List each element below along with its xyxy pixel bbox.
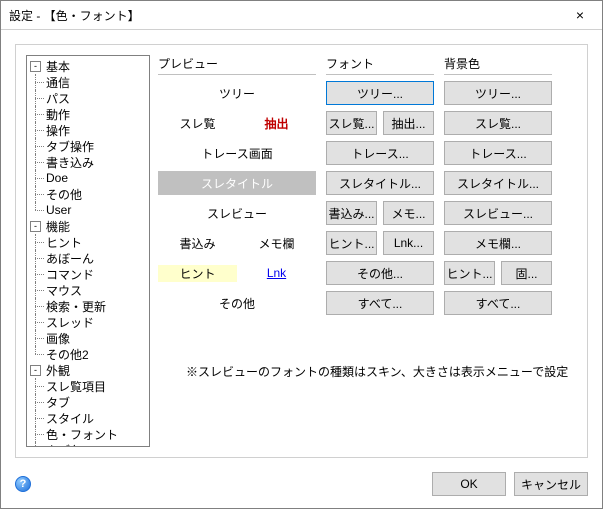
titlebar: 設定 - 【色・フォント】 ×: [1, 1, 602, 30]
preview-row: その他: [158, 291, 316, 315]
tree-expand-icon[interactable]: -: [30, 221, 41, 232]
tree-leaf[interactable]: スレ覧項目: [44, 378, 108, 395]
preview-section: プレビュー ツリースレ覧抽出トレース画面スレタイトルスレビュー書込みメモ欄ヒント…: [158, 55, 316, 447]
bg-list-button[interactable]: ヒント...: [444, 261, 495, 285]
right-pane: プレビュー ツリースレ覧抽出トレース画面スレタイトルスレビュー書込みメモ欄ヒント…: [158, 55, 577, 447]
close-icon: ×: [576, 7, 584, 23]
content-group: -基本通信パス動作操作タブ操作書き込みDoeその他User-機能ヒントあぼーんコ…: [15, 44, 588, 458]
tree-leaf[interactable]: 通信: [44, 74, 72, 91]
preview-row: ヒントLnk: [158, 261, 316, 285]
tree-leaf[interactable]: ヒント: [44, 234, 84, 251]
bg-list-button[interactable]: メモ欄...: [444, 231, 552, 255]
preview-label: スレビュー: [158, 205, 316, 222]
preview-label: 抽出: [237, 115, 316, 132]
tree-leaf[interactable]: パス: [44, 90, 72, 107]
tree-leaf[interactable]: 操作: [44, 122, 72, 139]
footnote: ※スレビューのフォントの種類はスキン、大きさは表示メニューで設定: [186, 363, 568, 380]
bg-list-button[interactable]: スレタイトル...: [444, 171, 552, 195]
preview-row: ツリー: [158, 81, 316, 105]
preview-label: スレタイトル: [158, 175, 316, 192]
preview-row: スレタイトル: [158, 171, 316, 195]
font-list-button[interactable]: 抽出...: [383, 111, 434, 135]
preview-label: メモ欄: [237, 235, 316, 252]
font-list-button[interactable]: その他...: [326, 261, 434, 285]
bgcolor-heading: 背景色: [444, 55, 552, 75]
bg-list-button[interactable]: すべて...: [444, 291, 552, 315]
font-list-button[interactable]: ツリー...: [326, 81, 434, 105]
tree-leaf[interactable]: マウス: [44, 282, 84, 299]
tree-leaf[interactable]: スタイル: [44, 410, 96, 427]
preview-label[interactable]: Lnk: [237, 266, 316, 280]
ok-button[interactable]: OK: [432, 472, 506, 496]
window-body: -基本通信パス動作操作タブ操作書き込みDoeその他User-機能ヒントあぼーんコ…: [1, 30, 602, 508]
tree-leaf[interactable]: その他: [44, 186, 84, 203]
font-list-button[interactable]: すべて...: [326, 291, 434, 315]
font-list-button[interactable]: 書込み...: [326, 201, 377, 225]
tree-leaf[interactable]: 検索・更新: [44, 298, 108, 315]
bg-list-button[interactable]: ツリー...: [444, 81, 552, 105]
close-button[interactable]: ×: [558, 1, 602, 30]
preview-row: トレース画面: [158, 141, 316, 165]
tree-expand-icon[interactable]: -: [30, 61, 41, 72]
preview-row: スレ覧抽出: [158, 111, 316, 135]
preview-label: スレ覧: [158, 115, 237, 132]
tree-leaf[interactable]: あぼーん: [44, 250, 96, 267]
preview-label: その他: [158, 295, 316, 312]
settings-window: 設定 - 【色・フォント】 × -基本通信パス動作操作タブ操作書き込みDoeその…: [0, 0, 603, 509]
font-section: フォント ツリー... スレ覧...抽出... トレース... スレタイトル... 書込…: [326, 55, 434, 447]
bg-list-button[interactable]: スレビュー...: [444, 201, 552, 225]
preview-label: トレース画面: [158, 145, 316, 162]
tree-node[interactable]: 外観: [44, 362, 72, 379]
preview-label: ツリー: [158, 85, 316, 102]
tree-leaf[interactable]: タブ操作: [44, 138, 96, 155]
bg-list-button[interactable]: トレース...: [444, 141, 552, 165]
cancel-button[interactable]: キャンセル: [514, 472, 588, 496]
tree-leaf[interactable]: 画像: [44, 330, 72, 347]
window-title: 設定 - 【色・フォント】: [9, 7, 558, 24]
tree-node[interactable]: 基本: [44, 58, 72, 75]
bgcolor-section: 背景色 ツリー... スレ覧... トレース... スレタイトル... スレビュー...…: [444, 55, 552, 447]
font-list-button[interactable]: Lnk...: [383, 231, 434, 255]
category-tree[interactable]: -基本通信パス動作操作タブ操作書き込みDoeその他User-機能ヒントあぼーんコ…: [26, 55, 150, 447]
help-icon[interactable]: ?: [15, 476, 31, 492]
tree-leaf[interactable]: その他2: [44, 346, 91, 363]
font-list-button[interactable]: スレ覧...: [326, 111, 377, 135]
tree-leaf[interactable]: タブ: [44, 394, 72, 411]
tree-expand-icon[interactable]: -: [30, 365, 41, 376]
tree-leaf[interactable]: タブ色: [44, 442, 84, 448]
font-list-button[interactable]: ヒント...: [326, 231, 377, 255]
preview-heading: プレビュー: [158, 55, 316, 75]
preview-label: ヒント: [158, 265, 237, 282]
preview-row: スレビュー: [158, 201, 316, 225]
tree-leaf[interactable]: User: [44, 203, 73, 217]
dialog-footer: ? OK キャンセル: [15, 472, 588, 496]
bg-list-button[interactable]: 固...: [501, 261, 552, 285]
font-heading: フォント: [326, 55, 434, 75]
tree-leaf[interactable]: 動作: [44, 106, 72, 123]
tree-leaf[interactable]: コマンド: [44, 266, 96, 283]
bg-list-button[interactable]: スレ覧...: [444, 111, 552, 135]
tree-leaf[interactable]: 色・フォント: [44, 426, 120, 443]
tree-leaf[interactable]: スレッド: [44, 314, 96, 331]
preview-label: 書込み: [158, 235, 237, 252]
preview-row: 書込みメモ欄: [158, 231, 316, 255]
font-list-button[interactable]: トレース...: [326, 141, 434, 165]
tree-leaf[interactable]: 書き込み: [44, 154, 96, 171]
tree-node[interactable]: 機能: [44, 218, 72, 235]
font-list-button[interactable]: スレタイトル...: [326, 171, 434, 195]
tree-leaf[interactable]: Doe: [44, 171, 70, 185]
font-list-button[interactable]: メモ...: [383, 201, 434, 225]
